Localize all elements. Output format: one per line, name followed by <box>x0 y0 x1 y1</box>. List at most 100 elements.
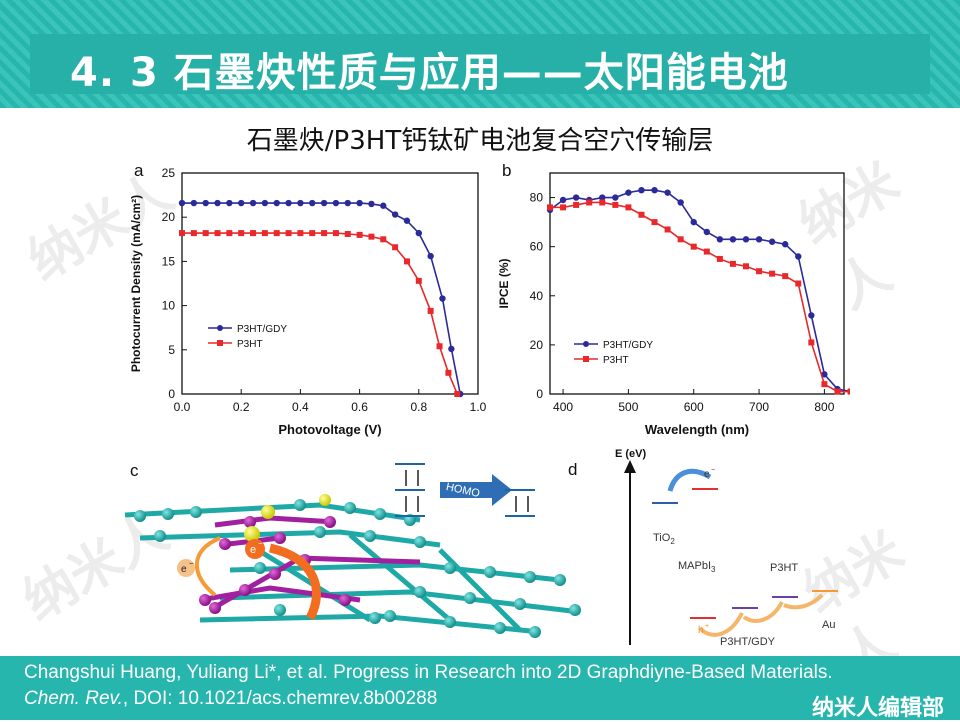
chart-b-series-1-point <box>703 248 710 255</box>
chart-b-ipce: b 400 500 600 700 800 0 20 40 60 80 Wavelength (nm… <box>497 161 850 437</box>
chart-b-series-1-point <box>560 204 567 211</box>
electron-label-1: e <box>181 564 187 575</box>
chart-b-series-0-point <box>782 241 789 248</box>
citation-journal-line: Chem. Rev., DOI: 10.1021/acs.chemrev.8b0… <box>24 688 437 710</box>
chart-a-ytick-label: 5 <box>168 343 175 357</box>
header-banner: 4. 3 石墨炔性质与应用——太阳能电池 <box>0 0 960 108</box>
chart-a-series-1-point <box>332 230 339 237</box>
electron-transfer-arrow <box>667 468 712 492</box>
panel-d-label: d <box>568 460 577 479</box>
chart-a-series-0-point <box>214 199 221 207</box>
chart-a-series-0-point <box>297 199 304 207</box>
chart-a-series-0-point <box>427 252 434 260</box>
chart-a-xtick-label: 0.8 <box>410 400 427 414</box>
chart-b-series-0-point <box>729 236 737 243</box>
chart-a-series-0-point <box>178 199 186 207</box>
chart-b-series-0-point <box>677 199 684 206</box>
chart-a-series-0-point <box>403 217 411 224</box>
chart-b-series-1-point <box>638 211 645 218</box>
chart-a-legend-label-0: P3HT/GDY <box>237 324 287 335</box>
chart-b-series-1-point <box>612 201 619 208</box>
title-bar: 4. 3 石墨炔性质与应用——太阳能电池 <box>30 34 930 96</box>
energy-axis-label: E (eV) <box>615 448 647 460</box>
chart-b-series-1-point <box>834 388 841 395</box>
chart-b-series-0-point <box>625 189 632 196</box>
chart-a-series-1-point <box>403 258 410 265</box>
chart-a-series-1-point <box>261 230 268 237</box>
chart-a-series-1-point <box>436 343 443 350</box>
chart-a-series-0-point <box>261 199 269 207</box>
chart-a-ytick-label: 0 <box>168 387 175 401</box>
chart-b-series-0-point <box>808 312 815 319</box>
chart-a-legend-marker-0 <box>217 325 223 331</box>
chart-a-series-0-point <box>309 199 316 207</box>
chart-b-legend-marker-1 <box>583 356 589 362</box>
chart-b-series-1-point <box>664 226 671 233</box>
panel-b-label: b <box>502 161 511 180</box>
hole-label: h <box>698 625 704 636</box>
chart-a-series-0-point <box>439 295 446 302</box>
chart-b-xtick-label: 600 <box>684 400 704 414</box>
chart-b-series-0-line <box>549 189 850 393</box>
chart-a-series-0-point <box>320 199 328 207</box>
chart-a-legend-marker-1 <box>217 340 223 346</box>
chart-a-series-1-line <box>182 232 459 395</box>
chart-b-series-0-point <box>742 236 750 243</box>
chart-a-series-1-point <box>238 230 245 237</box>
chart-b-series-0-point <box>599 194 606 201</box>
chart-a-series-1-point <box>190 230 197 237</box>
mapbi3-label: MAPbI3 <box>678 560 716 574</box>
chart-b-series-1-point <box>599 199 606 206</box>
chart-b-series-1-point <box>573 201 580 208</box>
chart-b-series-1-point <box>821 381 828 388</box>
chart-a-series-1-point <box>285 230 292 237</box>
hole-transfer-arrows <box>698 593 824 637</box>
chart-b-xtick-label: 800 <box>814 400 834 414</box>
chart-a-series-1-point <box>392 244 399 251</box>
chart-b-series-1-point <box>769 270 776 277</box>
chart-a-series-0-point <box>249 199 257 207</box>
chart-b-series-0-point <box>703 228 710 236</box>
chart-b-series-0-point <box>651 186 658 194</box>
chart-a-series-1-point <box>179 230 185 237</box>
chart-a-series-1-point <box>309 230 316 237</box>
chart-a-jv-curve: a 0.0 0.2 0.4 0.6 0.8 1.0 0 5 10 15 20 25 Photovolta… <box>129 161 487 437</box>
panel-c-label: c <box>130 461 139 480</box>
au-label: Au <box>822 619 835 631</box>
chart-a-series-0-point <box>391 211 399 218</box>
electron-label-2: e <box>250 544 256 556</box>
chart-b-series-1-point <box>586 199 593 206</box>
panel-a-label: a <box>134 161 144 180</box>
chart-a-ytick-label: 25 <box>162 166 176 180</box>
citation-authors: Changshui Huang, Yuliang Li*, et al. Pro… <box>24 662 833 683</box>
chart-a-plot-frame <box>181 172 479 395</box>
chart-b-series-0-point <box>572 194 580 201</box>
chart-b-ytick-label: 0 <box>536 387 543 401</box>
chart-a-xlabel: Photovoltage (V) <box>278 422 381 437</box>
chart-b-legend-marker-0 <box>583 341 589 347</box>
electron-label-1-sign: − <box>189 559 194 568</box>
chart-a-series-1-point <box>214 230 221 237</box>
chart-a-series-0-point <box>368 200 375 208</box>
chart-a-series-0-point <box>356 199 363 207</box>
chart-a-series-1-point <box>226 230 233 237</box>
chart-a-legend-label-1: P3HT <box>237 339 263 350</box>
chart-a-series-0-point <box>380 202 387 209</box>
chart-b-series-0-point <box>716 236 724 243</box>
panel-d-energy-levels: d E (eV) e − TiO2 MAPbI3 P3HT h + P3HT/G… <box>568 448 838 648</box>
chart-a-series-0-point <box>415 229 422 237</box>
chart-b-series-1-point <box>743 263 749 270</box>
chart-b-series-1-point <box>729 260 736 267</box>
chart-b-series-0-point <box>821 371 828 378</box>
panel-c-schematic: c e − e − HOMO <box>124 461 581 638</box>
chart-a-series-0-point <box>238 199 245 207</box>
brand-logo-text: 纳米人编辑部 <box>811 696 944 721</box>
chart-b-ytick-label: 40 <box>530 289 544 303</box>
hole-label-sign: + <box>705 623 709 630</box>
chart-a-xtick-label: 0.0 <box>174 400 191 414</box>
chart-a-series-1-point <box>344 230 351 237</box>
electron-arrow-left <box>194 536 221 597</box>
chart-a-series-1-point <box>415 277 422 284</box>
chart-b-series-1-point <box>651 219 658 226</box>
chart-b-series-0-point <box>612 194 619 201</box>
